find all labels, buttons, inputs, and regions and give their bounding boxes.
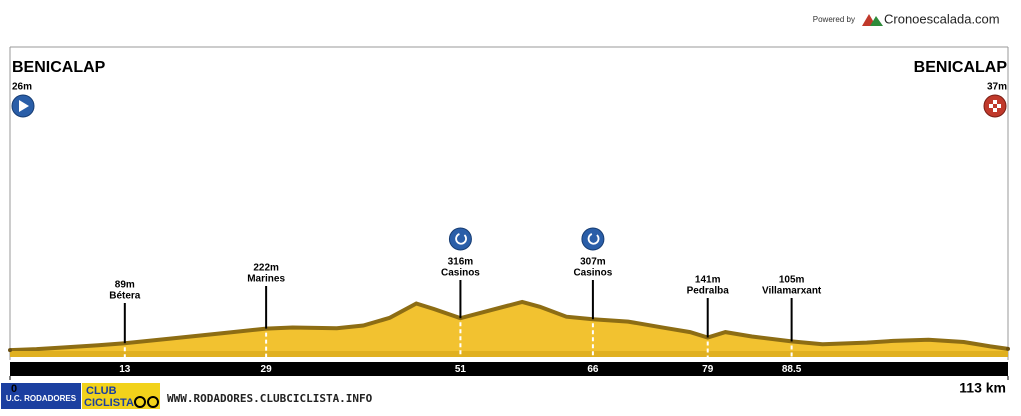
x-tick-label: 13 <box>119 364 131 375</box>
brand-icon <box>862 14 883 26</box>
logo: U.C. RODADORES CLUB CICLISTA <box>1 383 160 409</box>
x-tick-label: 51 <box>455 364 467 375</box>
climb-icon <box>581 227 605 251</box>
logo-text: U.C. RODADORES <box>6 394 77 403</box>
waypoint-elevation: 105m <box>779 275 805 286</box>
climb-icon-arrow <box>587 233 600 245</box>
logo-ciclista: CICLISTA <box>84 397 134 409</box>
finish-icon <box>983 94 1007 118</box>
climb-icon <box>448 227 472 251</box>
waypoint-elevation: 141m <box>695 275 721 286</box>
endpoint-marker <box>1006 346 1010 351</box>
waypoint-elevation: 316m <box>448 257 474 268</box>
footer-url: WWW.RODADORES.CLUBCICLISTA.INFO <box>167 392 373 405</box>
waypoint-name: Bétera <box>109 291 141 302</box>
start-elevation: 26m <box>12 82 32 93</box>
finish-name: BENICALAP <box>914 59 1008 76</box>
waypoint-name: Marines <box>247 274 285 285</box>
waypoint-name: Pedralba <box>687 286 730 297</box>
x-tick-label: 29 <box>261 364 273 375</box>
waypoint-name: Casinos <box>573 268 612 279</box>
km-bar <box>10 362 1008 376</box>
climb-icon-circle <box>581 227 605 251</box>
climb-icon-circle <box>448 227 472 251</box>
x-tick-label: 88.5 <box>782 364 802 375</box>
endpoint-marker <box>8 348 12 353</box>
waypoint-elevation: 307m <box>580 257 606 268</box>
start-icon <box>11 94 35 118</box>
brand: Cronoescalada.com <box>884 11 1000 26</box>
profile-edge <box>9 299 1009 353</box>
climb-icon-arrow <box>455 233 467 245</box>
waypoint-elevation: 222m <box>253 263 279 274</box>
start-name: BENICALAP <box>12 59 106 76</box>
waypoint-elevation: 89m <box>115 280 135 291</box>
logo-club: CLUB <box>86 385 117 397</box>
profile-area <box>10 301 1008 353</box>
x-tick-label: 66 <box>587 364 599 375</box>
waypoint-name: Casinos <box>441 268 480 279</box>
powered-by: Powered by <box>813 15 855 24</box>
finish-elevation: 37m <box>987 82 1007 93</box>
waypoint-name: Villamarxant <box>762 286 822 297</box>
x-end-label: 113 km <box>959 380 1006 396</box>
x-end-label: 0 <box>11 383 17 395</box>
x-tick-label: 79 <box>702 364 714 375</box>
